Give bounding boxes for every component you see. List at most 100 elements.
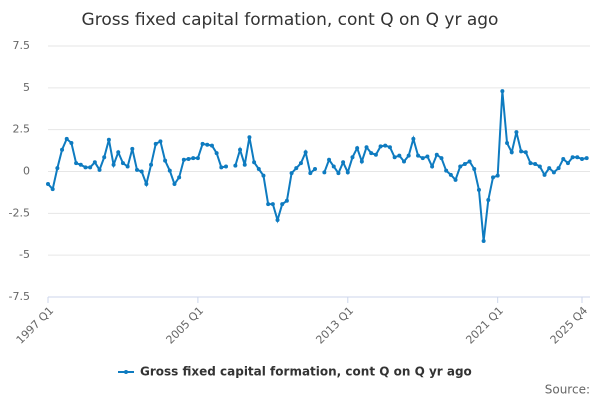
point [200, 141, 205, 146]
point [397, 153, 402, 158]
point [439, 156, 444, 161]
point [472, 166, 477, 171]
x-tick-label: 2013 Q1 [313, 304, 356, 347]
point [378, 144, 383, 149]
point [308, 171, 313, 176]
point [261, 173, 266, 178]
point [486, 197, 491, 202]
point [116, 150, 121, 155]
point [458, 164, 463, 169]
point [565, 161, 570, 166]
point [139, 169, 144, 174]
point [523, 150, 528, 155]
point [387, 145, 392, 150]
point [144, 182, 149, 187]
point [327, 157, 332, 162]
point [88, 165, 93, 170]
legend-label: Gross fixed capital formation, cont Q on… [140, 365, 472, 379]
point [294, 166, 299, 171]
point [275, 218, 280, 223]
point [120, 161, 125, 166]
point [537, 164, 542, 169]
y-tick-label: 5 [23, 81, 30, 94]
source: Source: [545, 383, 590, 397]
y-tick-label: -7.5 [9, 290, 30, 303]
point [345, 170, 350, 175]
point [406, 153, 411, 158]
point [584, 156, 589, 161]
point [252, 160, 257, 165]
point [280, 202, 285, 207]
point [97, 167, 102, 172]
point [55, 166, 60, 171]
point [467, 159, 472, 164]
point [303, 150, 308, 155]
point [322, 170, 327, 175]
point [481, 238, 486, 243]
point [420, 156, 425, 161]
point [476, 187, 481, 192]
point [50, 187, 55, 192]
point [462, 161, 467, 166]
point [158, 139, 163, 144]
point [149, 162, 154, 167]
point [242, 162, 247, 167]
point [69, 141, 74, 146]
point [247, 135, 252, 140]
point [266, 202, 271, 207]
chart-title: Gross fixed capital formation, cont Q on… [82, 10, 499, 30]
point [331, 164, 336, 169]
point [214, 151, 219, 156]
x-tick-label: 2021 Q1 [463, 304, 506, 347]
point [551, 170, 556, 175]
y-tick-label: 2.5 [13, 123, 31, 136]
point [313, 166, 317, 171]
point [186, 156, 191, 161]
point [167, 168, 172, 173]
point [491, 175, 495, 180]
point [92, 160, 97, 165]
point [83, 165, 88, 170]
point [298, 161, 303, 166]
point [284, 198, 289, 203]
point [172, 182, 177, 187]
y-tick-label: -2.5 [9, 206, 30, 219]
point [336, 171, 341, 176]
point [542, 172, 547, 177]
point [425, 154, 430, 159]
point [224, 164, 228, 169]
point [575, 155, 580, 160]
x-tick-label: 1997 Q1 [14, 304, 57, 347]
point [78, 162, 83, 167]
point [444, 168, 449, 173]
point [448, 172, 453, 177]
point [434, 152, 439, 157]
point [359, 159, 364, 164]
y-tick-label: -5 [19, 248, 30, 261]
point [547, 166, 552, 171]
point [402, 159, 406, 164]
point [533, 161, 538, 166]
point [238, 147, 243, 152]
point [46, 182, 50, 187]
point [561, 156, 566, 161]
point [495, 173, 500, 178]
point [453, 177, 458, 182]
point [60, 147, 65, 152]
point [392, 155, 397, 160]
point [289, 171, 294, 176]
point [341, 160, 346, 165]
point [219, 165, 224, 170]
point [153, 141, 158, 146]
y-tick-label: 0 [23, 165, 30, 178]
point [509, 150, 514, 155]
point [514, 130, 519, 135]
point [209, 143, 214, 148]
point [580, 156, 584, 161]
point [74, 161, 79, 166]
point [270, 202, 275, 207]
legend-marker [124, 370, 128, 374]
point [430, 164, 435, 169]
point [519, 149, 524, 154]
